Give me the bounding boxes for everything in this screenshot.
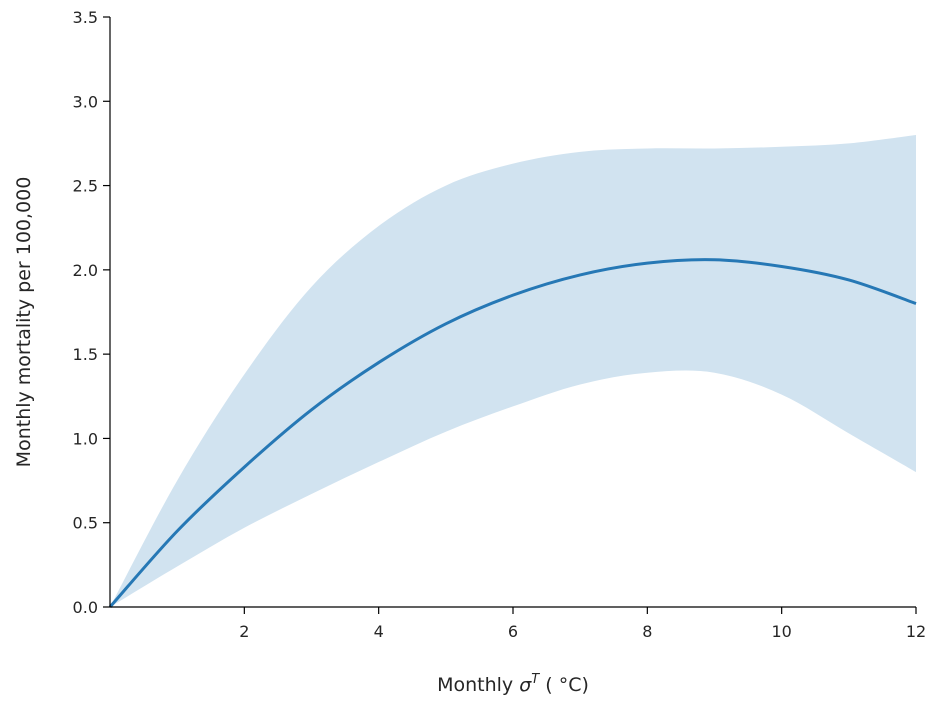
confidence-band (110, 135, 916, 607)
y-tick-label: 3.0 (73, 92, 98, 111)
x-axis-label: Monthly σT ( °C) (437, 672, 589, 696)
y-tick-label: 2.0 (73, 261, 98, 280)
x-tick-label: 6 (508, 622, 518, 641)
y-ticks: 0.0 0.5 1.0 1.5 2.0 2.5 3.0 3.5 (73, 8, 110, 617)
y-axis-label: Monthly mortality per 100,000 (13, 177, 35, 468)
plot-area (108, 135, 917, 608)
x-tick-label: 4 (374, 622, 384, 641)
x-tick-label: 10 (771, 622, 791, 641)
y-tick-label: 1.5 (73, 345, 98, 364)
y-tick-label: 2.5 (73, 177, 98, 196)
x-tick-label: 8 (642, 622, 652, 641)
x-tick-label: 2 (239, 622, 249, 641)
y-tick-label: 1.0 (73, 429, 98, 448)
y-tick-label: 3.5 (73, 8, 98, 27)
y-tick-label: 0.0 (73, 598, 98, 617)
x-tick-label: 12 (906, 622, 926, 641)
mean-line (108, 258, 917, 608)
x-ticks: 2 4 6 8 10 12 (239, 607, 926, 641)
y-tick-label: 0.5 (73, 514, 98, 533)
